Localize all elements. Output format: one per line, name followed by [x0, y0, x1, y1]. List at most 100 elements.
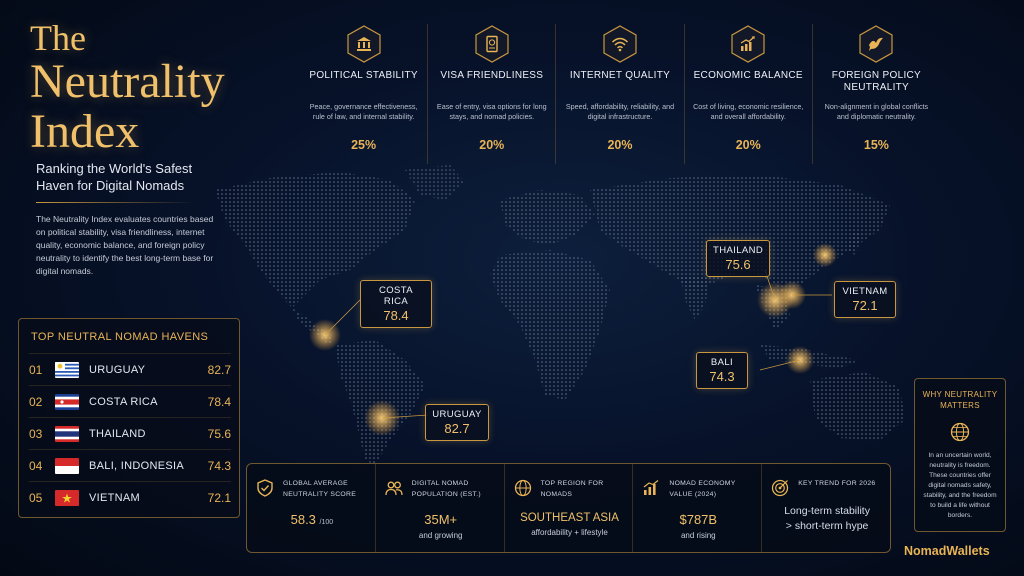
uruguay-flag	[55, 361, 79, 378]
people-icon	[385, 481, 403, 496]
callout-label: COSTA RICA	[378, 285, 414, 307]
page-title-line1: The	[30, 18, 86, 58]
country-score: 72.1	[207, 490, 231, 505]
uruguay-leader-line	[381, 414, 429, 419]
page-title-line3: Index	[30, 105, 140, 158]
stat-nomad-economy: NOMAD ECONOMY VALUE (2024) $787B and ris…	[632, 464, 761, 552]
country-name: COSTA RICA	[89, 395, 158, 408]
rank-number: 02	[29, 394, 43, 409]
criterion-description: Ease of entry, visa options for long sta…	[436, 102, 547, 121]
panel-title: WHY NEUTRALITY MATTERS	[922, 390, 998, 410]
callout-uruguay: URUGUAY 82.7	[425, 404, 489, 441]
criterion-weight: 25%	[351, 138, 377, 152]
country-score: 78.4	[207, 394, 231, 409]
callout-value: 72.1	[852, 298, 878, 313]
callout-label: BALI	[710, 357, 734, 368]
panel-title: TOP NEUTRAL NOMAD HAVENS	[31, 331, 209, 343]
criterion-title: FOREIGN POLICY NEUTRALITY	[831, 70, 922, 93]
growth-chart-icon	[728, 24, 768, 64]
list-item: 04 BALI, INDONESIA 74.3	[29, 449, 231, 481]
country-score: 82.7	[207, 362, 231, 377]
stat-value: 58.3 /100	[255, 512, 369, 527]
callout-costa-rica: COSTA RICA 78.4	[360, 280, 432, 328]
thailand-flag	[55, 425, 79, 442]
intro-text: The Neutrality Index evaluates countries…	[36, 214, 214, 276]
page-title-line2: Neutrality	[30, 55, 225, 108]
criterion-weight: 20%	[735, 138, 761, 152]
callout-bali: BALI 74.3	[696, 352, 748, 389]
australia-landmass	[810, 372, 905, 440]
panel-text: In an uncertain world, neutrality is fre…	[923, 452, 997, 519]
criterion-economic-balance: ECONOMIC BALANCE Cost of living, economi…	[683, 24, 812, 164]
asia-landmass	[590, 175, 890, 295]
rank-number: 03	[29, 426, 43, 441]
stat-label: DIGITAL NOMAD POPULATION (EST.)	[411, 480, 481, 498]
list-item: 03 THAILAND 75.6	[29, 417, 231, 449]
stat-label: NOMAD ECONOMY VALUE (2024)	[669, 480, 736, 498]
rank-number: 05	[29, 490, 43, 505]
stat-label: KEY TREND FOR 2026	[798, 480, 876, 487]
africa-landmass	[490, 250, 610, 400]
dove-icon	[856, 24, 896, 64]
criterion-title: ECONOMIC BALANCE	[693, 70, 803, 81]
stat-nomad-population: DIGITAL NOMAD POPULATION (EST.) 35M+ and…	[374, 464, 504, 552]
stat-subtext: and growing	[418, 531, 463, 540]
criterion-description: Non-alignment in global conflicts and di…	[824, 102, 929, 121]
why-neutrality-panel: WHY NEUTRALITY MATTERS In an uncertain w…	[914, 378, 1006, 532]
indonesia-flag	[55, 457, 79, 474]
criterion-title: INTERNET QUALITY	[569, 70, 671, 81]
trend-line-1: Long-term stability	[784, 505, 870, 517]
stats-bar: GLOBAL AVERAGE NEUTRALITY SCORE 58.3 /10…	[246, 463, 891, 553]
criterion-weight: 20%	[479, 138, 505, 152]
callout-value: 78.4	[383, 308, 409, 323]
callout-value: 74.3	[709, 369, 735, 384]
stat-value: $787B	[679, 512, 718, 527]
costa-rica-flag	[55, 393, 79, 410]
globe-icon	[950, 422, 970, 442]
callout-label: URUGUAY	[432, 409, 482, 420]
stat-subtext: and rising	[680, 531, 716, 540]
criterion-weight: 20%	[607, 138, 633, 152]
bar-chart-icon	[644, 480, 659, 495]
government-building-icon	[344, 24, 384, 64]
shield-check-icon	[257, 479, 273, 497]
stat-value: SOUTHEAST ASIA	[520, 512, 619, 524]
stat-number: 58.3	[290, 512, 316, 527]
east-asia-glow	[813, 243, 837, 267]
criterion-political-stability: POLITICAL STABILITY Peace, governance ef…	[300, 24, 427, 164]
japan-landmass	[848, 230, 862, 255]
callout-label: THAILAND	[713, 245, 764, 256]
country-name: BALI, INDONESIA	[89, 459, 184, 472]
europe-landmass	[500, 190, 595, 245]
stat-value: Long-term stability > short-term hype	[770, 504, 884, 534]
list-item: 01 URUGUAY 82.7	[29, 353, 231, 385]
wifi-icon	[600, 24, 640, 64]
criterion-weight: 15%	[863, 138, 889, 152]
criterion-foreign-policy-neutrality: FOREIGN POLICY NEUTRALITY Non-alignment …	[811, 24, 940, 164]
bali-leader-line	[759, 359, 801, 371]
callout-vietnam: VIETNAM 72.1	[834, 281, 896, 318]
stat-subtext: affordability + lifestyle	[531, 528, 608, 537]
globe-icon	[514, 479, 531, 497]
criteria-row: POLITICAL STABILITY Peace, governance ef…	[300, 24, 940, 164]
target-icon	[772, 479, 789, 497]
top-havens-panel: TOP NEUTRAL NOMAD HAVENS 01 URUGUAY 82.7…	[18, 318, 240, 518]
stat-suffix: /100	[319, 519, 334, 526]
criterion-internet-quality: INTERNET QUALITY Speed, affordability, r…	[555, 24, 683, 164]
callout-thailand: THAILAND 75.6	[706, 240, 770, 277]
country-name: VIETNAM	[89, 491, 140, 504]
stat-label: GLOBAL AVERAGE NEUTRALITY SCORE	[283, 480, 357, 498]
stat-top-region: TOP REGION FOR NOMADS SOUTHEAST ASIA aff…	[503, 464, 633, 552]
stat-label: TOP REGION FOR NOMADS	[540, 480, 604, 498]
country-name: URUGUAY	[89, 363, 146, 376]
criterion-description: Peace, governance effectiveness, rule of…	[309, 102, 418, 121]
callout-value: 82.7	[444, 421, 470, 436]
vietnam-flag	[55, 489, 79, 506]
page-subtitle: Ranking the World's Safest Haven for Dig…	[36, 161, 193, 193]
rank-number: 04	[29, 458, 43, 473]
stat-value: 35M+	[424, 512, 458, 527]
list-item: 05 VIETNAM 72.1	[29, 481, 231, 513]
criterion-title: VISA FRIENDLINESS	[440, 70, 544, 81]
criterion-visa-friendliness: VISA FRIENDLINESS Ease of entry, visa op…	[427, 24, 555, 164]
rank-number: 01	[29, 362, 43, 377]
